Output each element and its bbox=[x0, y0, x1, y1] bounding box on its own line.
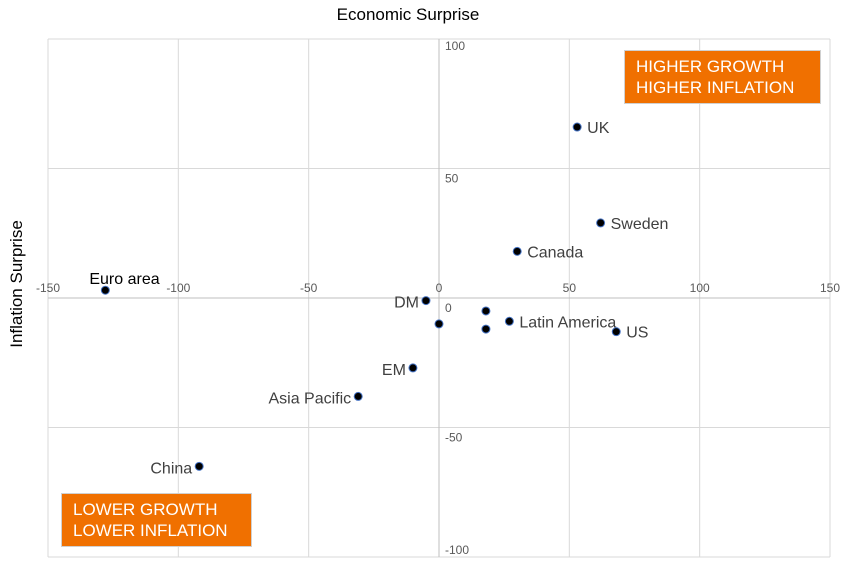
data-point bbox=[421, 296, 431, 306]
quadrant-label-bottom-left: LOWER GROWTH LOWER INFLATION bbox=[61, 493, 252, 547]
data-label: EM bbox=[382, 362, 406, 379]
data-point bbox=[194, 461, 204, 471]
y-axis-title: Inflation Surprise bbox=[7, 220, 26, 348]
quadrant-label-top-right: HIGHER GROWTH HIGHER INFLATION bbox=[624, 50, 821, 104]
data-label: Canada bbox=[527, 244, 583, 261]
data-label: Latin America bbox=[519, 314, 616, 331]
data-label: Sweden bbox=[611, 216, 669, 233]
data-label: UK bbox=[587, 120, 610, 137]
y-tick-label: 0 bbox=[445, 301, 452, 315]
data-point bbox=[100, 285, 110, 295]
data-point bbox=[481, 306, 491, 316]
annotation-line: LOWER INFLATION bbox=[73, 521, 228, 540]
data-label: China bbox=[150, 460, 192, 477]
data-point bbox=[596, 218, 606, 228]
annotation-line: HIGHER INFLATION bbox=[636, 78, 795, 97]
data-point bbox=[572, 122, 582, 132]
x-tick-label: 50 bbox=[563, 281, 577, 295]
data-point bbox=[408, 363, 418, 373]
data-point bbox=[434, 319, 444, 329]
x-tick-label: 150 bbox=[820, 281, 840, 295]
y-tick-label: 50 bbox=[445, 172, 459, 186]
annotation-line: LOWER GROWTH bbox=[73, 500, 218, 519]
annotation-line: HIGHER GROWTH bbox=[636, 57, 785, 76]
x-tick-label: -150 bbox=[36, 281, 60, 295]
data-label: Asia Pacific bbox=[268, 390, 351, 407]
data-point bbox=[353, 391, 363, 401]
data-label: US bbox=[626, 325, 648, 342]
data-label: Euro area bbox=[89, 271, 159, 288]
y-tick-label: -100 bbox=[445, 543, 469, 557]
data-point bbox=[512, 246, 522, 256]
x-tick-label: 100 bbox=[690, 281, 710, 295]
data-label: DM bbox=[394, 295, 419, 312]
y-tick-label: 100 bbox=[445, 39, 465, 53]
x-tick-label: 0 bbox=[436, 281, 443, 295]
x-tick-label: -50 bbox=[300, 281, 318, 295]
x-axis-title: Economic Surprise bbox=[337, 5, 480, 24]
x-tick-label: -100 bbox=[166, 281, 190, 295]
y-tick-label: -50 bbox=[445, 431, 463, 445]
data-point bbox=[504, 316, 514, 326]
data-point bbox=[481, 324, 491, 334]
data-point bbox=[611, 327, 621, 337]
